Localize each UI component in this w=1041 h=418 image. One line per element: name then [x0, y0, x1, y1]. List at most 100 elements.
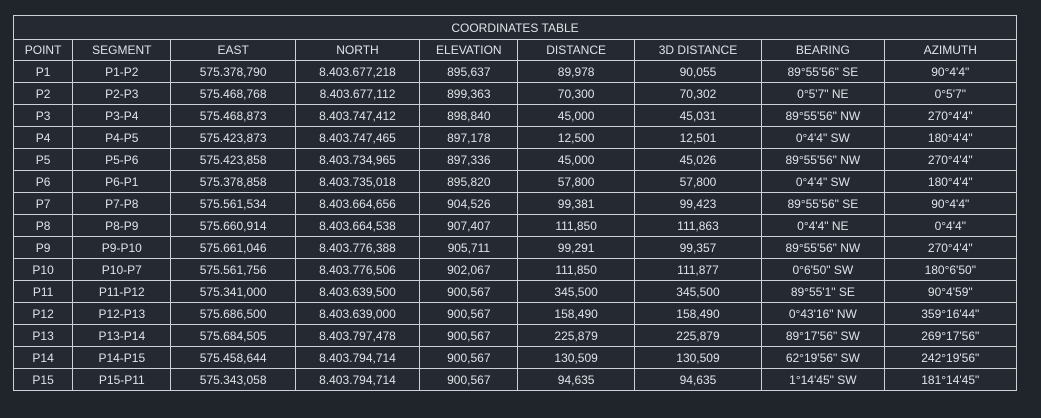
table-cell: 89°55'1" SE [761, 280, 885, 303]
table-cell: 8.403.797,478 [294, 324, 421, 347]
table-cell: 45,000 [517, 148, 635, 171]
table-cell: P2 [12, 82, 74, 105]
table-cell: 12,501 [633, 126, 763, 149]
table-cell: 57,800 [517, 170, 635, 193]
table-cell: 575.661,046 [170, 236, 296, 259]
table-cell: 90,055 [633, 60, 763, 83]
table-cell: 180°4'4" [883, 126, 1018, 149]
table-cell: 89°55'56" NW [761, 148, 885, 171]
table-cell: 8.403.747,412 [294, 104, 421, 127]
table-cell: 0°5'7" NE [761, 82, 885, 105]
table-cell: 895,637 [419, 60, 519, 83]
table-cell: P8-P9 [72, 214, 172, 237]
table-cell: 8.403.677,112 [294, 82, 421, 105]
table-cell: 0°5'7" [883, 82, 1018, 105]
table-cell: P12 [12, 302, 74, 325]
table-cell: P4-P5 [72, 126, 172, 149]
table-row: P14 P14-P15 575.458,644 8.403.794,714 90… [12, 346, 1018, 369]
table-cell: 0°4'4" NE [761, 214, 885, 237]
table-title: COORDINATES TABLE [13, 15, 1017, 40]
table-cell: 8.403.794,714 [294, 346, 421, 369]
table-cell: 99,423 [633, 192, 763, 215]
table-row: P11 P11-P12 575.341,000 8.403.639,500 90… [12, 280, 1018, 303]
table-cell: 70,300 [517, 82, 635, 105]
table-cell: 45,031 [633, 104, 763, 127]
table-cell: 99,381 [517, 192, 635, 215]
table-cell: 900,567 [419, 280, 519, 303]
table-cell: 89°17'56" SW [761, 324, 885, 347]
table-row: P2 P2-P3 575.468,768 8.403.677,112 899,3… [12, 82, 1018, 105]
table-cell: P5 [12, 148, 74, 171]
table-cell: P6-P1 [72, 170, 172, 193]
table-cell: 897,178 [419, 126, 519, 149]
col-header-point: POINT [12, 39, 74, 61]
table-cell: 8.403.639,500 [294, 280, 421, 303]
table-cell: 575.468,768 [170, 82, 296, 105]
col-header-north: NORTH [294, 39, 421, 61]
table-cell: 575.423,873 [170, 126, 296, 149]
table-cell: 575.686,500 [170, 302, 296, 325]
col-header-azimuth: AZIMUTH [883, 39, 1018, 61]
table-cell: 575.423,858 [170, 148, 296, 171]
table-cell: 111,850 [517, 214, 635, 237]
table-cell: 89,978 [517, 60, 635, 83]
table-row: P8 P8-P9 575.660,914 8.403.664,538 907,4… [12, 214, 1018, 237]
table-cell: 898,840 [419, 104, 519, 127]
table-cell: 345,500 [633, 280, 763, 303]
table-cell: P13-P14 [72, 324, 172, 347]
table-cell: 575.343,058 [170, 368, 296, 391]
table-cell: 575.378,790 [170, 60, 296, 83]
table-cell: 8.403.735,018 [294, 170, 421, 193]
table-row: P3 P3-P4 575.468,873 8.403.747,412 898,8… [12, 104, 1018, 127]
table-cell: 575.660,914 [170, 214, 296, 237]
table-cell: 575.468,873 [170, 104, 296, 127]
table-cell: 99,357 [633, 236, 763, 259]
table-row: P5 P5-P6 575.423,858 8.403.734,965 897,3… [12, 148, 1018, 171]
table-cell: 575.561,534 [170, 192, 296, 215]
table-row: P15 P15-P11 575.343,058 8.403.794,714 90… [12, 368, 1018, 391]
table-cell: P7 [12, 192, 74, 215]
table-cell: 897,336 [419, 148, 519, 171]
table-cell: 900,567 [419, 302, 519, 325]
table-cell: 270°4'4" [883, 148, 1018, 171]
table-cell: 907,407 [419, 214, 519, 237]
table-cell: 575.561,756 [170, 258, 296, 281]
table-cell: 45,026 [633, 148, 763, 171]
col-header-3d-distance: 3D DISTANCE [633, 39, 763, 61]
table-cell: 8.403.776,506 [294, 258, 421, 281]
table-row: P1 P1-P2 575.378,790 8.403.677,218 895,6… [12, 60, 1018, 83]
table-cell: 180°4'4" [883, 170, 1018, 193]
table-cell: 62°19'56" SW [761, 346, 885, 369]
table-cell: 111,863 [633, 214, 763, 237]
table-cell: 575.684,505 [170, 324, 296, 347]
table-cell: 900,567 [419, 324, 519, 347]
table-cell: 70,302 [633, 82, 763, 105]
table-cell: 8.403.794,714 [294, 368, 421, 391]
table-cell: 8.403.639,000 [294, 302, 421, 325]
table-cell: P2-P3 [72, 82, 172, 105]
table-cell: P3 [12, 104, 74, 127]
table-cell: 89°55'56" SE [761, 60, 885, 83]
col-header-bearing: BEARING [761, 39, 885, 61]
table-cell: P14-P15 [72, 346, 172, 369]
table-row: P7 P7-P8 575.561,534 8.403.664,656 904,5… [12, 192, 1018, 215]
table-cell: 0°4'4" [883, 214, 1018, 237]
table-cell: 0°6'50" SW [761, 258, 885, 281]
table-cell: 242°19'56" [883, 346, 1018, 369]
table-cell: 90°4'4" [883, 192, 1018, 215]
table-cell: 904,526 [419, 192, 519, 215]
table-cell: 158,490 [517, 302, 635, 325]
table-cell: 180°6'50" [883, 258, 1018, 281]
table-cell: 130,509 [517, 346, 635, 369]
table-cell: 90°4'4" [883, 60, 1018, 83]
table-cell: 111,877 [633, 258, 763, 281]
table-cell: 158,490 [633, 302, 763, 325]
table-cell: 900,567 [419, 368, 519, 391]
table-title-row: COORDINATES TABLE [13, 15, 1017, 40]
table-cell: 8.403.664,656 [294, 192, 421, 215]
table-cell: P7-P8 [72, 192, 172, 215]
table-cell: 89°55'56" SE [761, 192, 885, 215]
table-header-row: POINT SEGMENT EAST NORTH ELEVATION DISTA… [12, 39, 1018, 61]
table-cell: P11-P12 [72, 280, 172, 303]
